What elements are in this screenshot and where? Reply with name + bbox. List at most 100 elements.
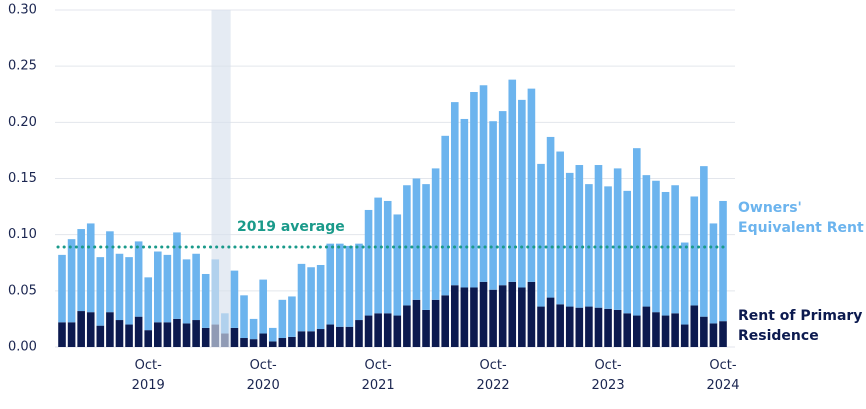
bar-segment — [498, 111, 507, 286]
bar-segment — [297, 331, 306, 347]
bar-segment — [565, 306, 574, 347]
bar-segment — [67, 322, 76, 347]
bar-segment — [106, 231, 114, 313]
bar-segment — [613, 168, 622, 310]
bar-segment — [556, 304, 564, 347]
bar-segment — [642, 306, 651, 347]
bar-segment — [479, 281, 488, 347]
bar-segment — [249, 318, 258, 340]
bar-segment — [86, 312, 95, 347]
bar-segment — [288, 336, 296, 347]
bar-segment — [58, 322, 66, 347]
bar-segment — [230, 270, 239, 328]
bar-segment — [700, 316, 708, 347]
bar-segment — [268, 341, 277, 347]
bar-segment — [144, 330, 153, 347]
bar-segment — [450, 102, 459, 286]
bar-segment — [518, 287, 526, 347]
bar-segment — [546, 136, 555, 298]
bar-segment — [537, 306, 545, 347]
bar-segment — [259, 279, 267, 334]
bar-segment — [575, 165, 584, 308]
bar-segment — [690, 305, 699, 347]
bar-segment — [671, 185, 679, 314]
bar-segment — [527, 88, 536, 282]
bar-segment — [422, 309, 430, 347]
bar-segment — [134, 241, 143, 317]
bar-segment — [393, 315, 402, 347]
bar-segment — [623, 313, 632, 347]
bar-segment — [441, 135, 449, 296]
x-tick-label: Oct-2023 — [591, 358, 625, 393]
bar-segment — [364, 209, 373, 316]
bar-segment — [240, 295, 248, 339]
bar-segment — [58, 254, 66, 323]
legend-entry: Rent of Primary Residence — [738, 308, 863, 344]
bar-segment — [163, 322, 172, 347]
bar-segment — [134, 316, 143, 347]
bar-segment — [383, 200, 392, 314]
bar-segment — [345, 326, 354, 347]
bar-segment — [355, 320, 363, 347]
bar-segment — [115, 320, 124, 347]
shading — [211, 10, 231, 347]
bar-segment — [326, 324, 335, 347]
bar-segment — [604, 308, 612, 347]
bar-segment — [288, 296, 296, 337]
bar-segment — [192, 253, 200, 321]
bar-segment — [259, 333, 267, 347]
bar-segment — [278, 299, 287, 339]
bar-segment — [374, 313, 382, 347]
bar-segment — [575, 307, 584, 347]
bar-segment — [470, 287, 478, 347]
bar-segment — [374, 197, 382, 314]
bar-segment — [125, 257, 133, 325]
bar-segment — [316, 329, 325, 347]
bar-segment — [345, 245, 354, 327]
bar-segment — [642, 175, 651, 307]
bar-segment — [709, 323, 718, 347]
bar-segment — [355, 243, 363, 321]
bar-segment — [316, 264, 325, 330]
bar-segment — [479, 85, 488, 282]
bar-segment — [623, 190, 632, 314]
bar-segment — [508, 79, 517, 282]
bar-segment — [518, 99, 526, 288]
bar-segment — [633, 148, 641, 316]
bar-segment — [527, 281, 536, 347]
bar-segment — [383, 313, 392, 347]
bar-segment — [173, 232, 181, 319]
bar-segment — [86, 223, 95, 313]
y-tick-label: 0.10 — [8, 227, 37, 242]
bar-segment — [652, 312, 660, 347]
bar-segment — [336, 243, 344, 327]
bar-segment — [326, 243, 335, 325]
bar-segment — [278, 338, 287, 347]
bar-segment — [613, 309, 622, 347]
y-tick-label: 0.00 — [8, 340, 37, 355]
bar-segment — [498, 285, 507, 347]
bar-segment — [268, 327, 277, 342]
bar-segment — [585, 184, 593, 307]
bar-segment — [661, 191, 670, 316]
bar-segment — [489, 289, 497, 347]
bar-segment — [537, 163, 545, 307]
bar-segment — [182, 323, 191, 347]
x-tick-label: Oct-2021 — [361, 358, 395, 393]
x-tick-label: Oct-2020 — [246, 358, 280, 393]
bar-segment — [230, 327, 239, 347]
bar-segment — [460, 118, 469, 288]
bar-segment — [77, 229, 85, 312]
bar-segment — [96, 257, 105, 326]
bar-segment — [249, 339, 258, 347]
bar-segment — [700, 166, 708, 317]
bar-segment — [115, 253, 124, 321]
bar-segment — [106, 312, 114, 347]
legend-entry: Owners' Equivalent Rent — [738, 200, 864, 236]
x-tick-label: Oct-2019 — [131, 358, 165, 393]
bar-segment — [680, 242, 689, 325]
y-tick-label: 0.15 — [8, 171, 37, 186]
bar-segment — [585, 306, 593, 347]
